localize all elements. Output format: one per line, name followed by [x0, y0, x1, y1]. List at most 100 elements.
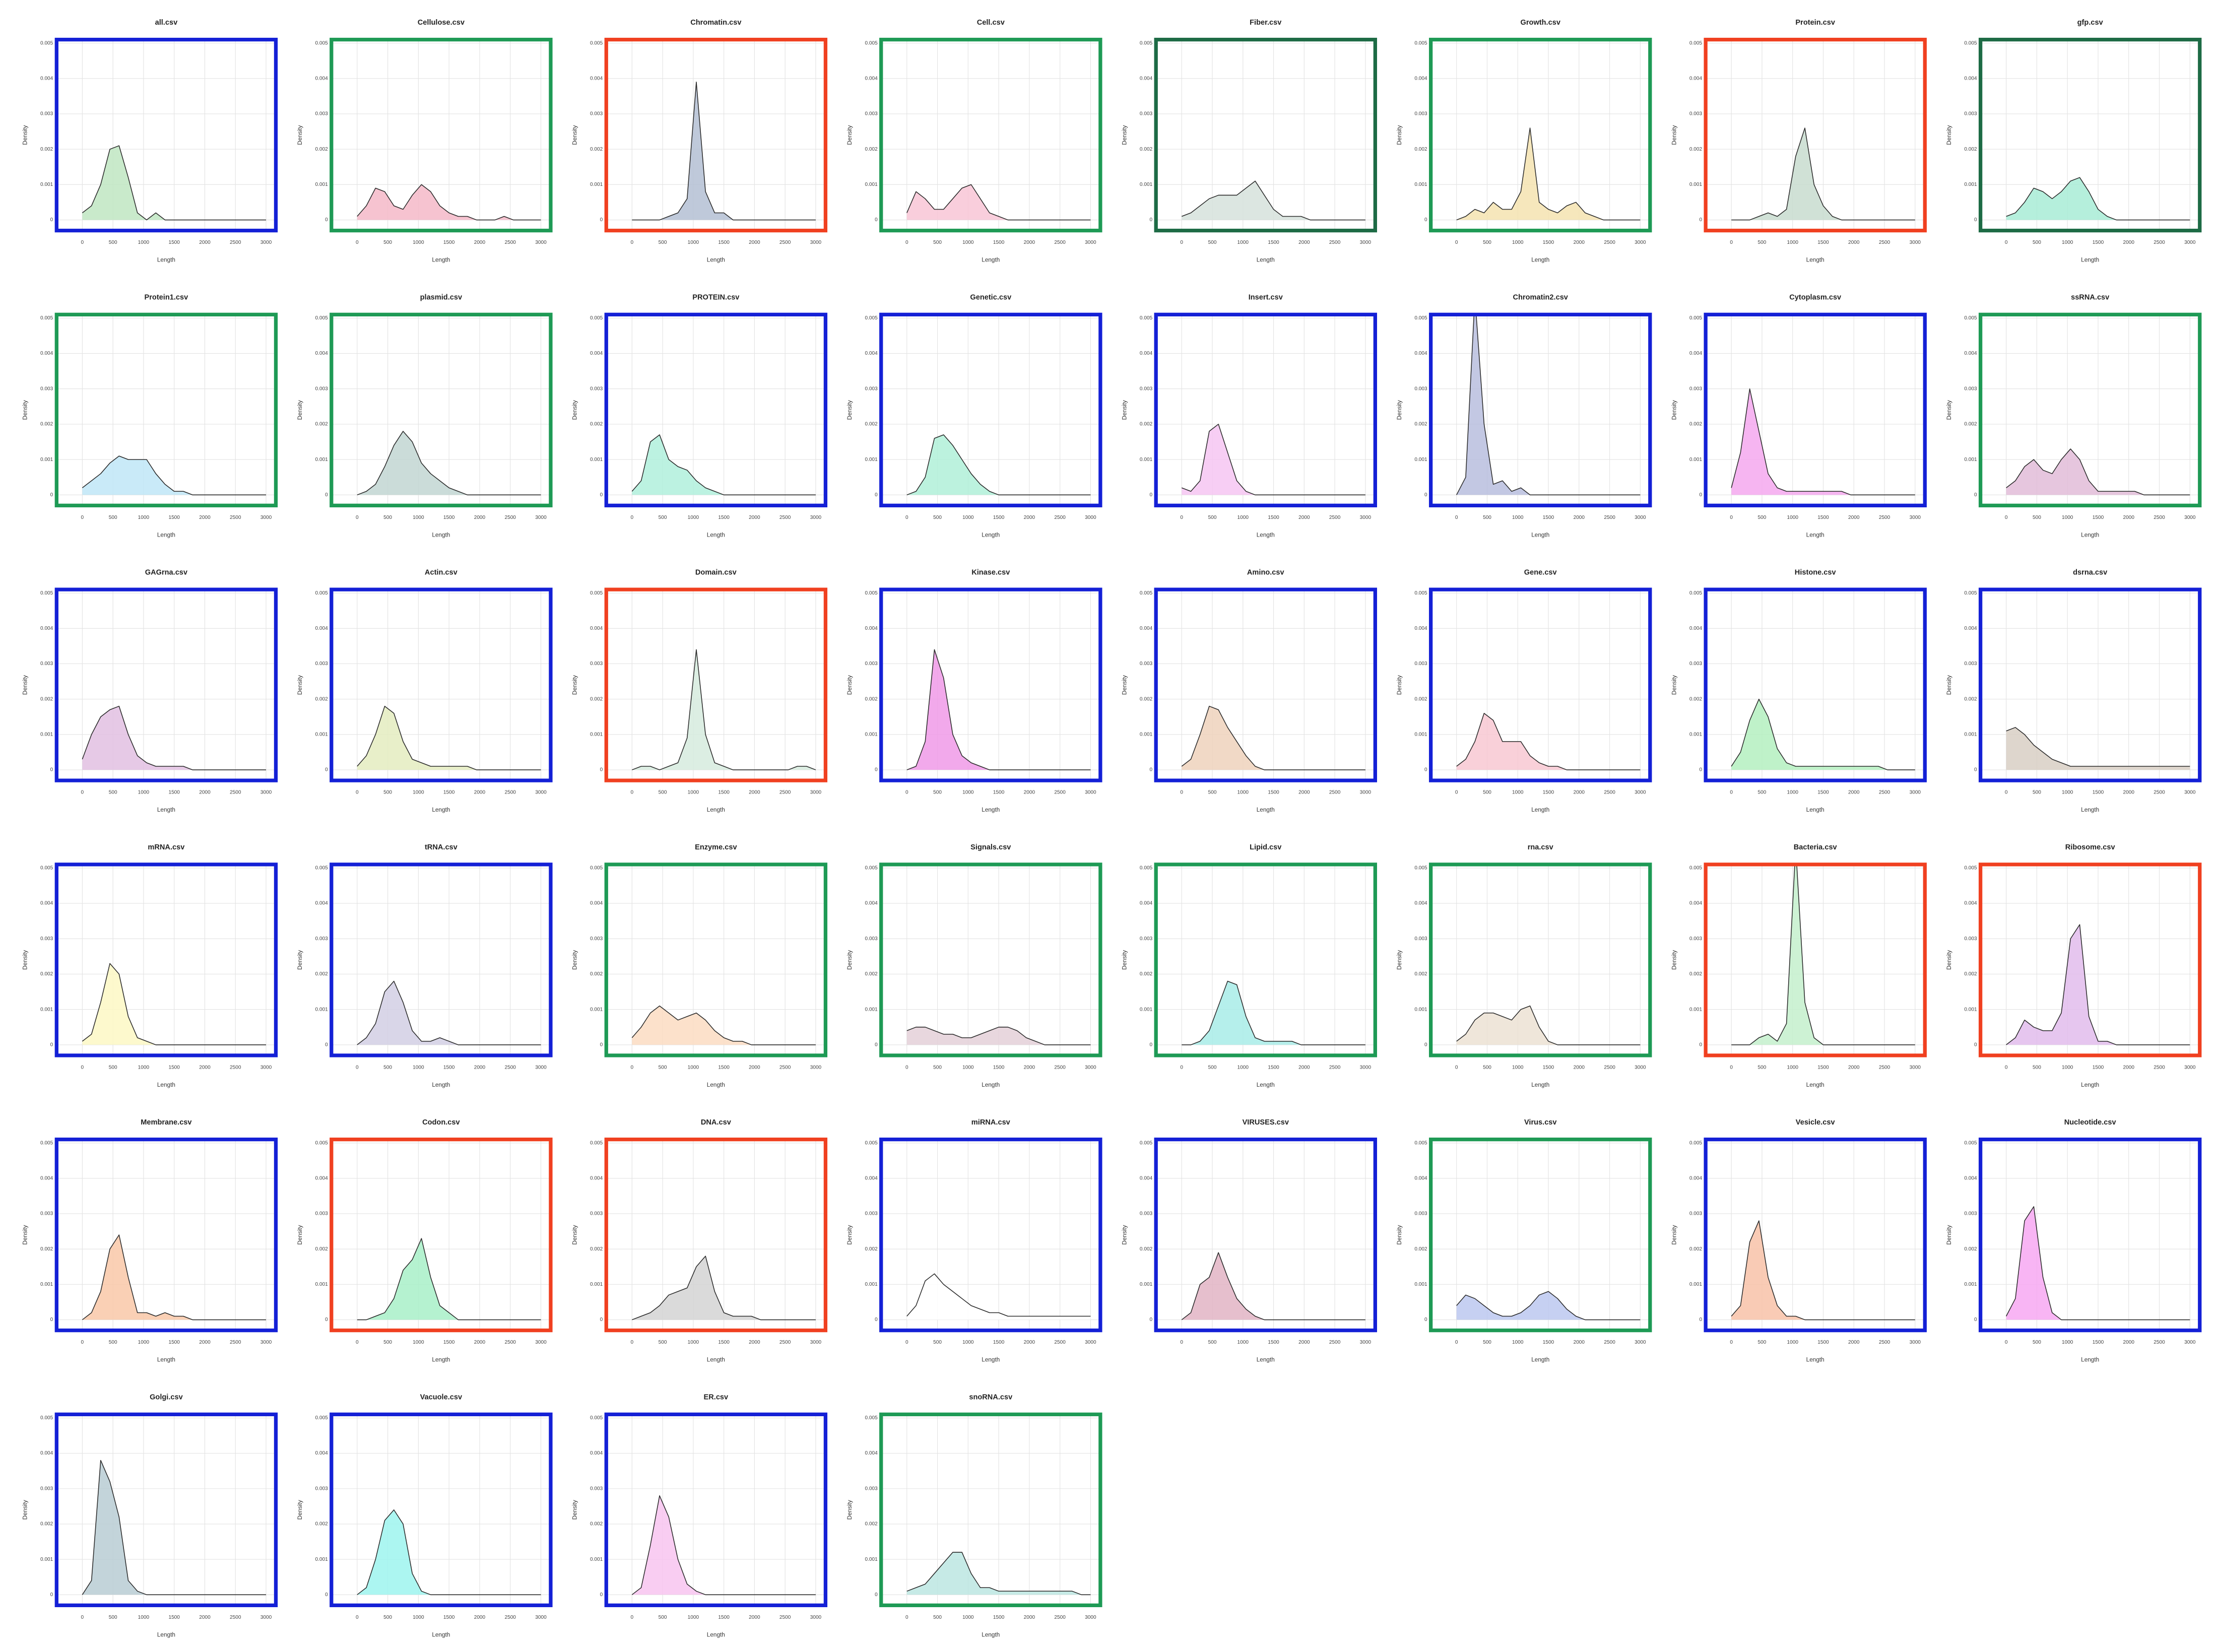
panel: 0 500 1000 1500 2000 2500 3000 0 0.001 0.002 0.003…	[572, 568, 828, 813]
density-fill	[632, 1495, 816, 1595]
panel-frame	[604, 37, 828, 233]
y-tick-label: 0	[50, 767, 53, 773]
y-tick-label: 0.003	[865, 1486, 878, 1491]
y-tick-label: 0.001	[315, 732, 329, 738]
y-tick-label: 0.003	[1964, 936, 1977, 942]
y-axis-label: Density	[1946, 125, 1952, 145]
y-tick-label: 0.005	[1689, 590, 1703, 596]
plot-area	[606, 314, 826, 506]
y-tick-label: 0.004	[1964, 901, 1977, 906]
y-tick-label: 0.002	[1964, 971, 1977, 977]
panel-frame	[1704, 312, 1927, 508]
y-tick-label: 0	[1974, 1317, 1977, 1323]
y-tick-label: 0.003	[865, 936, 878, 942]
panel-title: Insert.csv	[1249, 294, 1283, 302]
y-tick-label: 0.005	[1689, 315, 1703, 321]
panel-title: Ribosome.csv	[2065, 843, 2116, 851]
x-tick-label: 500	[659, 515, 667, 520]
panel: 0 500 1000 1500 2000 2500 3000 0 0.001 0.002 0.003…	[1946, 568, 2202, 813]
x-tick-label: 500	[933, 1065, 942, 1070]
panel-title: Domain.csv	[695, 568, 737, 576]
y-tick-label: 0.003	[1140, 111, 1153, 117]
x-tick-label: 2000	[749, 240, 760, 245]
y-tick-label: 0.004	[40, 901, 53, 906]
panel-frame	[54, 1137, 278, 1333]
x-tick-label: 500	[933, 790, 942, 796]
y-tick-label: 0.005	[1689, 866, 1703, 871]
panel: 0 500 1000 1500 2000 2500 3000 0 0.001 0.002 0.003…	[1946, 294, 2202, 538]
panel-title: Vesicle.csv	[1796, 1118, 1836, 1127]
y-tick-label: 0.003	[1140, 386, 1153, 391]
density-line	[906, 1273, 1091, 1317]
panel-title: Protein1.csv	[145, 294, 189, 302]
x-tick-label: 1000	[138, 1340, 150, 1345]
x-tick-label: 1500	[993, 515, 1005, 520]
x-tick-label: 500	[1208, 790, 1217, 796]
y-tick-label: 0.004	[1140, 1175, 1153, 1181]
y-tick-label: 0	[1700, 1317, 1703, 1323]
panel-frame	[330, 1412, 553, 1608]
y-tick-label: 0.002	[1140, 696, 1153, 702]
x-tick-label: 1000	[2062, 790, 2073, 796]
x-tick-label: 0	[631, 515, 634, 520]
density-fill	[1182, 981, 1365, 1045]
y-tick-label: 0.005	[40, 40, 53, 46]
y-tick-label: 0.001	[865, 1282, 878, 1287]
y-tick-label: 0.005	[865, 590, 878, 596]
density-line	[82, 705, 267, 770]
x-tick-label: 2000	[1298, 790, 1310, 796]
panel-frame	[1704, 37, 1927, 233]
x-tick-label: 2000	[199, 240, 211, 245]
x-tick-label: 2500	[779, 1065, 791, 1070]
y-tick-label: 0.005	[1414, 866, 1427, 871]
y-tick-label: 0.002	[865, 1246, 878, 1252]
x-tick-label: 500	[2033, 515, 2041, 520]
x-tick-label: 1000	[413, 1340, 424, 1345]
panel: 0 500 1000 1500 2000 2500 3000 0 0.001 0.002 0.003…	[1671, 843, 1927, 1088]
x-axis-label: Length	[157, 1082, 175, 1088]
y-axis-label: Density	[1671, 950, 1677, 970]
y-tick-label: 0.005	[865, 1140, 878, 1146]
panel-frame	[879, 587, 1102, 782]
x-tick-label: 3000	[810, 1065, 822, 1070]
density-fill	[632, 434, 816, 495]
x-tick-label: 2000	[474, 1615, 486, 1620]
x-tick-label: 1000	[688, 240, 699, 245]
y-axis-label: Density	[297, 1500, 303, 1519]
y-tick-label: 0.001	[590, 182, 603, 187]
x-tick-label: 1000	[2062, 1340, 2073, 1345]
x-tick-label: 0	[631, 1065, 634, 1070]
y-tick-label: 0.002	[590, 696, 603, 702]
panel-title: ssRNA.csv	[2071, 294, 2110, 302]
x-axis-label: Length	[982, 1082, 1000, 1088]
panel-frame	[330, 1137, 553, 1333]
panel-frame	[1429, 1137, 1652, 1333]
y-tick-label: 0.003	[40, 936, 53, 942]
density-line	[906, 649, 1091, 770]
y-tick-label: 0.005	[1140, 315, 1153, 321]
plot-area	[1156, 314, 1376, 506]
x-tick-label: 0	[631, 1615, 634, 1620]
x-tick-label: 2000	[1574, 1340, 1585, 1345]
density-line	[632, 1255, 816, 1320]
x-tick-label: 1500	[168, 1615, 180, 1620]
y-axis-label: Density	[1946, 950, 1952, 970]
x-tick-label: 2500	[230, 515, 241, 520]
y-tick-label: 0	[600, 1317, 603, 1323]
y-tick-label: 0.003	[590, 386, 603, 391]
x-tick-label: 500	[2033, 1065, 2041, 1070]
y-tick-label: 0.002	[590, 1522, 603, 1527]
y-tick-label: 0	[600, 767, 603, 773]
y-axis-label: Density	[1122, 950, 1128, 970]
y-tick-label: 0.004	[590, 626, 603, 631]
panel: 0 500 1000 1500 2000 2500 3000 0 0.001 0.002 0.003…	[1396, 19, 1652, 263]
x-tick-label: 2500	[1604, 515, 1615, 520]
x-tick-label: 2500	[779, 240, 791, 245]
x-tick-label: 0	[2005, 1340, 2008, 1345]
panel-title: Histone.csv	[1795, 568, 1837, 576]
x-tick-label: 2000	[1848, 240, 1860, 245]
y-tick-label: 0	[1700, 217, 1703, 223]
y-tick-label: 0.005	[865, 315, 878, 321]
x-tick-label: 500	[1758, 515, 1767, 520]
y-tick-label: 0.003	[315, 1211, 329, 1217]
